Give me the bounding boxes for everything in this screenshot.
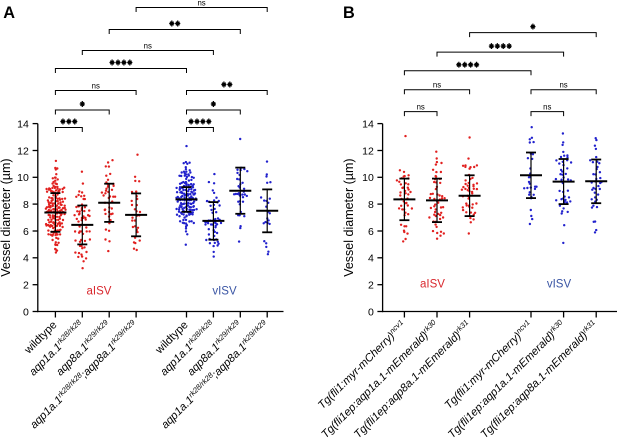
svg-text:Vessel diameter (µm): Vessel diameter (µm): [0, 158, 13, 276]
svg-text:4: 4: [368, 253, 374, 265]
svg-text:ns: ns: [92, 81, 100, 90]
svg-text:2: 2: [368, 280, 374, 292]
svg-text:0: 0: [23, 306, 29, 318]
svg-text:B: B: [343, 4, 355, 22]
svg-text:ns: ns: [417, 102, 425, 111]
svg-text:6: 6: [368, 226, 374, 238]
svg-text:2: 2: [23, 280, 29, 292]
svg-text:Vessel diameter (µm): Vessel diameter (µm): [342, 158, 356, 276]
svg-text:ns: ns: [433, 81, 441, 90]
svg-text:14: 14: [362, 118, 374, 130]
svg-text:0: 0: [368, 306, 374, 318]
svg-text:12: 12: [17, 145, 29, 157]
svg-text:12: 12: [362, 145, 374, 157]
svg-text:vISV: vISV: [212, 286, 237, 298]
svg-text:10: 10: [17, 172, 29, 184]
svg-text:A: A: [3, 4, 15, 22]
svg-text:vISV: vISV: [547, 279, 572, 291]
svg-text:10: 10: [362, 172, 374, 184]
svg-text:aISV: aISV: [87, 286, 112, 298]
svg-text:6: 6: [23, 226, 29, 238]
svg-text:ns: ns: [197, 0, 205, 7]
svg-text:14: 14: [17, 118, 29, 130]
svg-text:ns: ns: [559, 81, 567, 90]
svg-text:ns: ns: [543, 102, 551, 111]
svg-text:8: 8: [23, 199, 29, 211]
svg-text:4: 4: [23, 253, 29, 265]
svg-text:8: 8: [368, 199, 374, 211]
svg-text:aISV: aISV: [420, 279, 445, 291]
svg-text:ns: ns: [144, 41, 152, 50]
